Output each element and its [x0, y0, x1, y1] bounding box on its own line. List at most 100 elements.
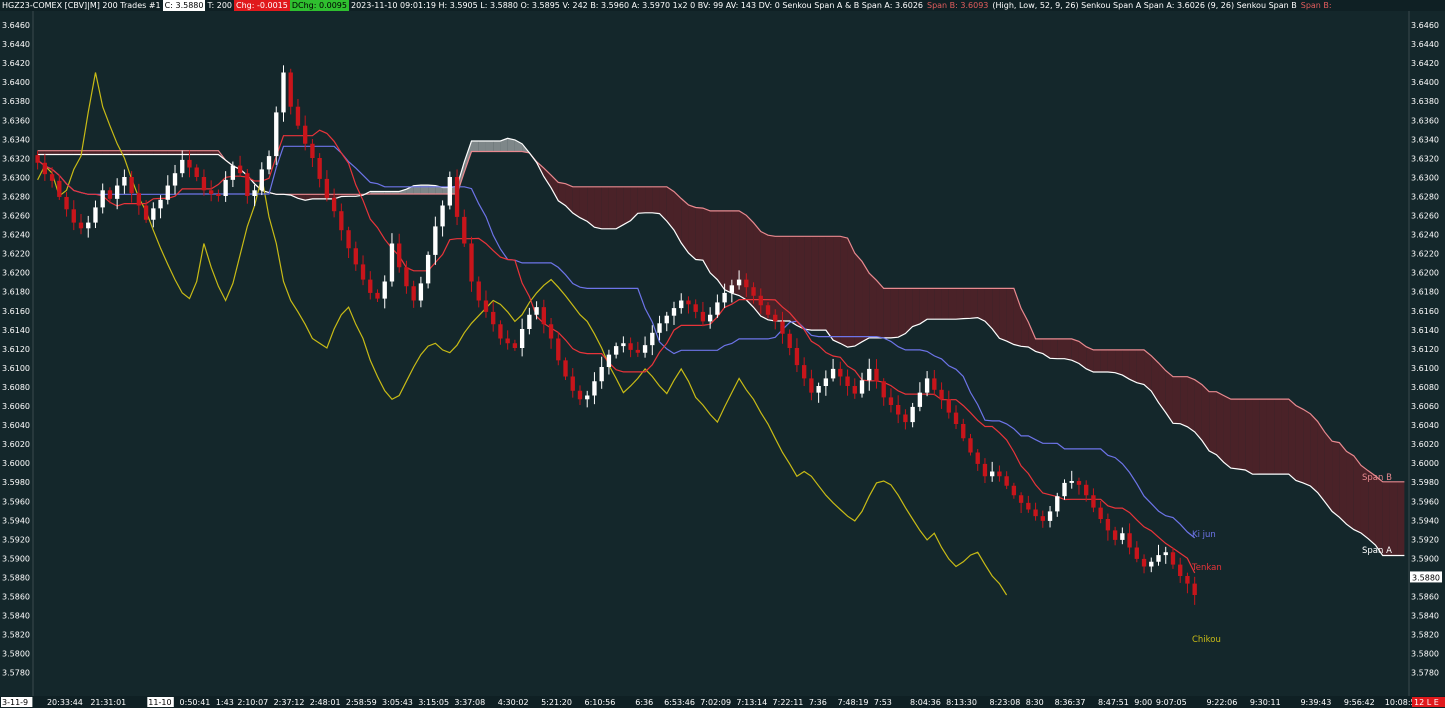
cloud-segment	[645, 186, 653, 213]
cloud-segment	[717, 210, 725, 290]
candle-body	[404, 267, 409, 287]
candle	[621, 336, 626, 353]
right-tick-label: 3.5980	[1411, 478, 1439, 487]
candle-body	[1091, 495, 1096, 508]
cloud-segment	[189, 150, 197, 155]
candle-body	[664, 315, 669, 324]
candle	[1192, 576, 1197, 605]
time-tick-label: 0:50:41	[180, 698, 211, 707]
cloud-segment	[493, 141, 501, 152]
candle-body	[49, 174, 55, 181]
candle	[339, 203, 344, 241]
cloud-segment	[840, 236, 848, 348]
cloud-segment	[1187, 376, 1195, 432]
cloud-segment	[1382, 481, 1390, 556]
cloud-segment	[890, 288, 899, 338]
cloud-segment	[1346, 451, 1354, 530]
candle	[852, 378, 857, 399]
candle-body	[1026, 502, 1031, 510]
candle	[57, 174, 62, 200]
candle-body	[722, 292, 727, 303]
cloud-segment	[1129, 349, 1137, 383]
candle	[1055, 492, 1060, 517]
cloud-segment	[1266, 399, 1275, 475]
candle-body	[874, 368, 879, 382]
cloud-segment	[102, 150, 110, 155]
cloud-segment	[941, 288, 949, 320]
candle	[867, 358, 872, 391]
cloud-segment	[630, 186, 638, 221]
cloud-segment	[1209, 391, 1217, 455]
left-tick-label: 3.6180	[2, 288, 30, 297]
candle	[700, 301, 706, 327]
candle-body	[990, 471, 995, 477]
cloud-segment	[623, 186, 631, 225]
candle-body	[64, 196, 69, 210]
candle-body	[512, 343, 518, 348]
candle-body	[1127, 533, 1132, 548]
left-tick-label: 3.6280	[2, 192, 30, 201]
candle-body	[1120, 533, 1125, 540]
candle	[295, 98, 301, 130]
right-tick-label: 3.6260	[1411, 212, 1439, 221]
cloud-segment	[818, 236, 826, 331]
chikou-label: Chikou	[1192, 635, 1221, 645]
candle-body	[881, 381, 886, 398]
candle-body	[1040, 516, 1045, 521]
cloud-segment	[370, 191, 378, 195]
candle-body	[1105, 519, 1111, 531]
candle	[245, 168, 250, 204]
time-tick-label: 7:22:11	[773, 698, 804, 707]
right-tick-label: 3.5940	[1411, 516, 1439, 525]
candle	[1033, 502, 1038, 521]
candle	[346, 226, 351, 258]
candle	[570, 368, 575, 398]
candle-body	[773, 314, 778, 322]
cloud-segment	[203, 150, 212, 155]
candle	[707, 307, 713, 329]
time-tick-label: 6:36	[635, 698, 653, 707]
candle	[223, 171, 228, 202]
candle	[237, 155, 243, 177]
cloud-segment	[847, 238, 855, 348]
candle-body	[201, 177, 207, 191]
candle-body	[1004, 476, 1009, 486]
ichimoku-cloud	[37, 138, 1405, 556]
candle-body	[534, 307, 539, 315]
left-tick-label: 3.6240	[2, 231, 30, 240]
left-tick-label: 3.6100	[2, 364, 30, 373]
study-params: (High, Low, 52, 9, 26) Senkou Span A Spa…	[992, 1, 1297, 10]
candle	[194, 164, 199, 182]
candle-body	[462, 216, 467, 244]
right-tick-label: 3.6120	[1411, 345, 1439, 354]
candle	[982, 458, 988, 484]
cloud-segment	[731, 210, 740, 296]
candle	[758, 288, 763, 314]
cloud-segment	[312, 194, 320, 199]
candle-body	[498, 324, 503, 339]
candle-body	[42, 162, 48, 175]
cloud-segment	[1397, 481, 1405, 556]
symbol-label: HGZ23-COMEX [CBV]|M] 200 Trades #1	[2, 1, 161, 10]
cloud-segment	[1165, 370, 1173, 424]
cloud-segment	[984, 288, 993, 329]
candle	[172, 164, 178, 195]
kijun-line	[37, 145, 1196, 539]
left-tick-label: 3.6080	[2, 383, 30, 392]
candle	[425, 251, 431, 289]
candle	[259, 162, 264, 196]
candle	[628, 337, 633, 358]
candle	[491, 301, 496, 332]
left-tick-label: 3.6360	[2, 116, 30, 125]
left-tick-label: 3.6060	[2, 402, 30, 411]
cloud-segment	[377, 191, 385, 195]
candle	[961, 418, 966, 442]
candle	[165, 175, 170, 205]
candle	[903, 409, 908, 430]
cloud-segment	[1115, 349, 1123, 376]
candle	[129, 171, 134, 203]
cloud-segment	[464, 141, 472, 173]
left-tick-label: 3.6300	[2, 173, 30, 182]
cloud-segment	[1281, 399, 1289, 475]
